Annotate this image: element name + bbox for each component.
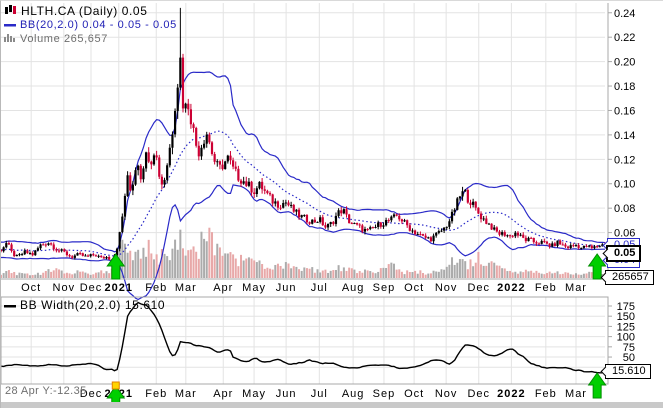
svg-text:0.16: 0.16 — [614, 105, 635, 117]
svg-text:2021: 2021 — [105, 282, 133, 294]
bbwidth-line-swatch-icon — [4, 298, 16, 312]
candlestick-icon — [4, 4, 17, 18]
window-chrome-strip — [1, 402, 663, 408]
svg-text:Dec: Dec — [467, 282, 490, 294]
svg-text:Dec: Dec — [467, 388, 490, 400]
svg-text:Oct: Oct — [404, 388, 424, 400]
bollinger-middle-band — [1, 130, 606, 257]
candlestick-series — [1, 7, 607, 263]
svg-text:150: 150 — [617, 311, 635, 323]
svg-text:2022: 2022 — [497, 388, 525, 400]
svg-text:Jul: Jul — [311, 282, 328, 294]
svg-text:Mar: Mar — [565, 282, 587, 294]
svg-text:Dec: Dec — [80, 282, 103, 294]
svg-text:Feb: Feb — [145, 282, 167, 294]
svg-text:May: May — [242, 282, 266, 294]
bb-legend-label: BB(20,2.0) 0.04 - 0.05 - 0.05 — [20, 19, 177, 31]
svg-text:0.12: 0.12 — [614, 154, 635, 166]
svg-text:Sep: Sep — [373, 282, 396, 294]
symbol-title: HLTH.CA (Daily) 0.05 — [21, 4, 148, 18]
bb-legend: BB(20,2.0) 0.04 - 0.05 - 0.05 — [4, 19, 177, 31]
svg-text:Aug: Aug — [342, 388, 365, 400]
bbwidth-line — [1, 301, 605, 374]
svg-text:0.20: 0.20 — [614, 57, 635, 69]
volume-legend-label: Volume 265,657 — [20, 32, 108, 45]
svg-text:0.22: 0.22 — [614, 32, 635, 44]
volume-series — [1, 227, 606, 278]
svg-text:Feb: Feb — [145, 388, 167, 400]
svg-text:Mar: Mar — [565, 388, 587, 400]
symbol-legend: HLTH.CA (Daily) 0.05 — [4, 4, 147, 18]
signal-flag-icon — [111, 381, 120, 390]
svg-text:0.06: 0.06 — [614, 228, 635, 240]
svg-text:100: 100 — [617, 332, 635, 344]
svg-text:125: 125 — [617, 321, 635, 333]
svg-text:Nov: Nov — [435, 388, 458, 400]
svg-text:May: May — [242, 388, 266, 400]
svg-text:0.08: 0.08 — [614, 203, 635, 215]
svg-text:Oct: Oct — [404, 282, 424, 294]
svg-text:Oct: Oct — [21, 282, 41, 294]
svg-text:0.18: 0.18 — [614, 81, 635, 93]
svg-text:0.10: 0.10 — [614, 179, 635, 191]
svg-text:Jun: Jun — [276, 388, 297, 400]
volume-bars-icon — [4, 32, 16, 45]
buy-signal-arrow-icon — [587, 372, 607, 399]
x-axis-labels: Oct Nov Dec 2021 Feb Mar Apr May Jun Jul Aug Sep Oct… — [21, 282, 587, 400]
svg-text:Mar: Mar — [175, 388, 197, 400]
svg-text:0.14: 0.14 — [614, 130, 635, 142]
svg-text:Feb: Feb — [535, 282, 557, 294]
bb-line-swatch-icon — [4, 19, 16, 31]
bbwidth-axis-label: 15.610 — [605, 364, 651, 379]
volume-axis-label: 265657 — [605, 270, 654, 285]
svg-text:Jul: Jul — [311, 388, 328, 400]
svg-text:Dec: Dec — [80, 388, 103, 400]
buy-signal-arrow-icon — [106, 385, 126, 408]
grid — [1, 3, 605, 384]
svg-text:Feb: Feb — [535, 388, 557, 400]
last-price-axis-label: 0.05 — [606, 245, 642, 262]
svg-text:0.24: 0.24 — [614, 8, 635, 20]
bollinger-lower-band — [1, 184, 605, 301]
svg-text:Nov: Nov — [435, 282, 458, 294]
svg-text:Apr: Apr — [213, 282, 233, 294]
svg-text:Aug: Aug — [342, 282, 365, 294]
svg-text:175: 175 — [617, 301, 635, 313]
bbwidth-legend-label: BB Width(20,2.0) 15.610 — [20, 298, 166, 312]
svg-text:Jun: Jun — [276, 282, 297, 294]
bollinger-upper-band — [1, 71, 606, 253]
svg-text:2022: 2022 — [497, 282, 525, 294]
bbwidth-legend: BB Width(20,2.0) 15.610 — [4, 298, 165, 312]
y-axis-labels: 0.24 0.22 0.20 0.18 0.16 0.14 0.12 0.10 0.08 0.06… — [608, 8, 635, 374]
volume-legend: Volume 265,657 — [4, 32, 108, 45]
svg-text:Sep: Sep — [373, 388, 396, 400]
svg-text:Nov: Nov — [53, 282, 76, 294]
svg-text:Mar: Mar — [175, 282, 197, 294]
svg-text:Apr: Apr — [213, 388, 233, 400]
crosshair-status-text: 28 Apr Y:-12.35 — [5, 385, 87, 397]
buy-signal-arrow-icon — [106, 253, 126, 280]
svg-text:75: 75 — [623, 342, 635, 354]
svg-text:50: 50 — [623, 352, 635, 364]
